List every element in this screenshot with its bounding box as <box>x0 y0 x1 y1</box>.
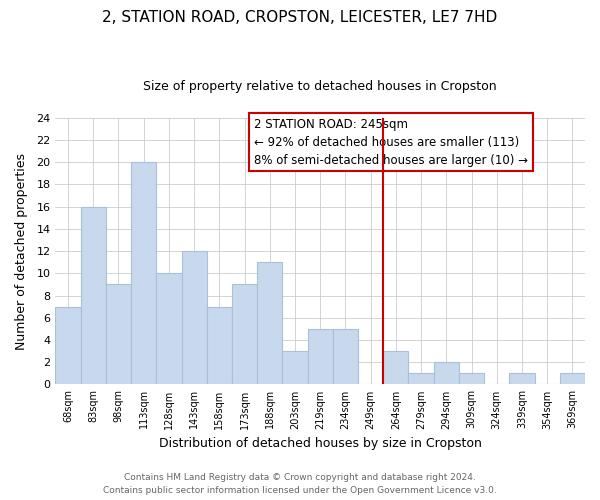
X-axis label: Distribution of detached houses by size in Cropston: Distribution of detached houses by size … <box>159 437 482 450</box>
Bar <box>409 374 434 384</box>
Bar <box>131 162 157 384</box>
Bar <box>207 306 232 384</box>
Text: 2 STATION ROAD: 245sqm
← 92% of detached houses are smaller (113)
8% of semi-det: 2 STATION ROAD: 245sqm ← 92% of detached… <box>254 118 528 167</box>
Bar <box>257 262 283 384</box>
Bar <box>55 306 80 384</box>
Bar <box>459 374 484 384</box>
Text: 2, STATION ROAD, CROPSTON, LEICESTER, LE7 7HD: 2, STATION ROAD, CROPSTON, LEICESTER, LE… <box>103 10 497 25</box>
Bar <box>157 274 182 384</box>
Title: Size of property relative to detached houses in Cropston: Size of property relative to detached ho… <box>143 80 497 93</box>
Bar <box>283 351 308 384</box>
Bar <box>182 251 207 384</box>
Bar <box>80 206 106 384</box>
Bar <box>106 284 131 384</box>
Bar <box>333 329 358 384</box>
Bar <box>434 362 459 384</box>
Bar <box>308 329 333 384</box>
Bar <box>509 374 535 384</box>
Bar <box>383 351 409 384</box>
Bar <box>232 284 257 384</box>
Y-axis label: Number of detached properties: Number of detached properties <box>15 152 28 350</box>
Bar <box>560 374 585 384</box>
Text: Contains HM Land Registry data © Crown copyright and database right 2024.
Contai: Contains HM Land Registry data © Crown c… <box>103 474 497 495</box>
